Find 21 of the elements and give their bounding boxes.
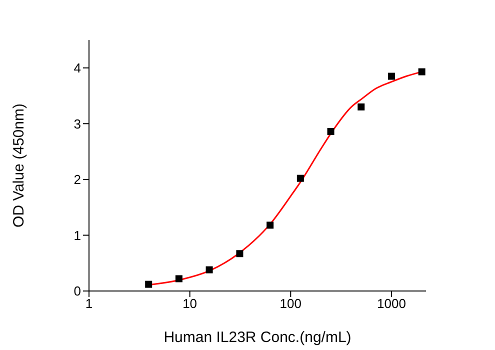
x-tick-label: 1 xyxy=(85,296,93,312)
point xyxy=(327,128,334,135)
x-tick-label: 1000 xyxy=(377,296,406,312)
y-tick-label: 3 xyxy=(74,116,81,132)
point xyxy=(175,275,182,282)
x-tick-label: 10 xyxy=(182,296,198,312)
y-tick-label: 1 xyxy=(74,228,81,243)
x-tick-label: 100 xyxy=(280,296,302,312)
y-tick-label: 0 xyxy=(74,284,81,299)
x-axis-title: Human IL23R Conc.(ng/mL) xyxy=(164,329,352,346)
point xyxy=(388,72,395,80)
point xyxy=(236,250,244,258)
point xyxy=(266,222,274,229)
point xyxy=(145,280,152,288)
y-tick-label: 4 xyxy=(74,60,81,76)
point xyxy=(206,266,213,274)
y-tick-label: 2 xyxy=(74,172,81,188)
y-axis-title: OD Value (450nm) xyxy=(10,104,28,228)
point xyxy=(358,103,365,110)
point xyxy=(418,68,426,76)
point xyxy=(296,174,304,182)
